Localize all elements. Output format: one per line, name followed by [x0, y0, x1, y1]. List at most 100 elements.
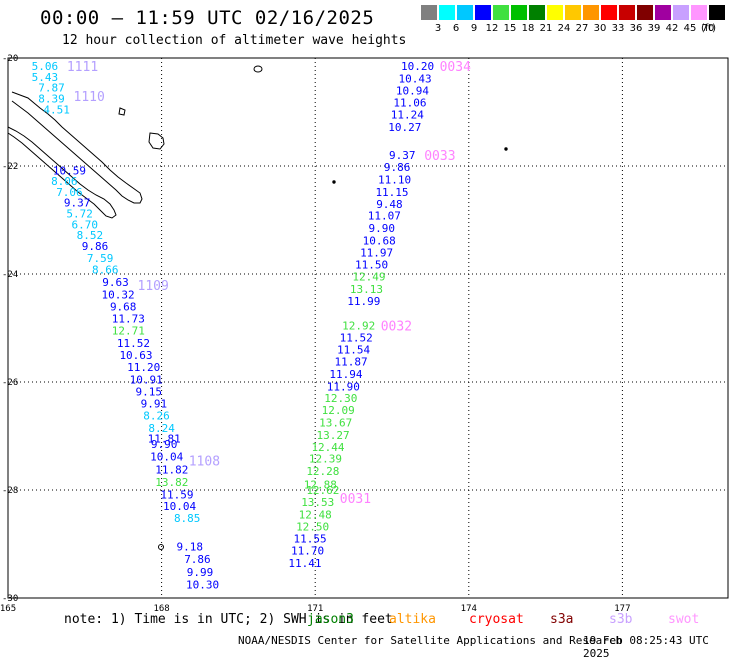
- wave-height-value: 12.92: [342, 319, 375, 332]
- legend-swatch: [475, 5, 491, 20]
- wave-height-value: 11.52: [340, 332, 373, 345]
- pass-number-label: 0032: [381, 319, 412, 334]
- satellite-s3a: s3a: [550, 612, 574, 627]
- wave-height-value: 12.71: [112, 325, 145, 338]
- legend-swatch: [655, 5, 671, 20]
- legend-swatch: [601, 5, 617, 20]
- wave-height-value: 13.27: [317, 429, 350, 442]
- longitude-label: 168: [153, 604, 169, 614]
- track-pass-labels: 1111 1110 1109 1108 0034 0033 0032 0031: [67, 60, 471, 507]
- wave-height-value: 11.20: [127, 361, 160, 374]
- wave-height-value: 11.54: [337, 344, 370, 357]
- wave-height-value: 10.04: [163, 500, 196, 513]
- legend-level: 9: [470, 23, 478, 34]
- wave-height-value: 8.26: [143, 409, 170, 422]
- wave-height-value: 11.81: [148, 433, 181, 446]
- wave-height-value: 9.18: [177, 541, 204, 554]
- pass-number-label: 1110: [74, 90, 105, 105]
- wave-height-value: 7.86: [184, 553, 211, 566]
- wave-height-value: 11.52: [117, 337, 150, 350]
- legend-level: 70: [701, 23, 715, 34]
- latitude-label: -20: [2, 54, 18, 64]
- wave-height-value: 4.51: [43, 103, 70, 116]
- satellite-swot: swot: [668, 612, 700, 627]
- wave-height-value: 12.39: [309, 453, 342, 466]
- wave-height-value: 9.63: [102, 276, 129, 289]
- wave-height-value: 10.68: [363, 235, 396, 248]
- legend-swatch: [619, 5, 635, 20]
- wave-height-value: 10.43: [398, 73, 431, 86]
- wave-height-value: 12.09: [322, 404, 355, 417]
- credit-line: NOAA/NESDIS Center for Satellite Applica…: [238, 634, 623, 647]
- latitude-label: -22: [2, 162, 18, 172]
- wave-height-value: 9.91: [141, 398, 168, 411]
- wave-height-value: 12.30: [324, 392, 357, 405]
- wave-height-value: 13.13: [350, 283, 383, 296]
- latitude-label: -28: [2, 486, 18, 496]
- legend-swatch: [421, 5, 437, 20]
- wave-height-value: 10.04: [150, 451, 183, 464]
- hunter-island: [253, 65, 263, 73]
- map-subtitle: 12 hour collection of altimeter wave hei…: [62, 33, 407, 48]
- wave-height-value: 12.62: [306, 484, 339, 497]
- new-caledonia-coast: [11, 91, 143, 204]
- wave-height-value: 11.97: [360, 246, 393, 259]
- legend-level: 33: [611, 23, 625, 34]
- legend-swatch: [583, 5, 599, 20]
- satellite-cryosat: cryosat: [469, 612, 524, 627]
- wave-height-value: 12.44: [311, 441, 344, 454]
- latitude-label: -24: [2, 270, 18, 280]
- wave-height-value: 9.15: [136, 386, 163, 399]
- wave-height-value: 11.73: [112, 312, 145, 325]
- wave-height-value: 11.41: [288, 557, 321, 570]
- legend-level: 24: [557, 23, 571, 34]
- wave-height-value: 11.10: [378, 174, 411, 187]
- norfolk-island: [158, 544, 164, 550]
- pass-number-label: 1111: [67, 60, 98, 75]
- wave-height-value: 13.82: [155, 476, 188, 489]
- altimeter-track-right: 10.2010.4310.9411.0611.2410.279.379.8611…: [288, 60, 434, 570]
- fearn-island: [504, 147, 508, 151]
- wave-height-value: 12.48: [299, 508, 332, 521]
- wave-height-value: 12.49: [352, 271, 385, 284]
- wave-height-value: 12.28: [306, 465, 339, 478]
- wave-height-value: 8.24: [148, 422, 175, 435]
- wave-height-value: 9.86: [384, 161, 411, 174]
- legend-level: 12: [485, 23, 499, 34]
- wave-height-value: 7.06: [56, 186, 83, 199]
- wave-height-value: 8.39: [38, 93, 65, 106]
- legend-swatch: [439, 5, 455, 20]
- wave-height-value: 11.50: [355, 258, 388, 271]
- loyalty-island-small-coast: [118, 107, 126, 116]
- legend-level: 36: [629, 23, 643, 34]
- wave-height-value: 9.48: [376, 198, 403, 211]
- wave-height-value: 5.43: [32, 71, 59, 84]
- coastline: [7, 65, 508, 550]
- legend-swatch: [673, 5, 689, 20]
- pass-number-label: 0031: [340, 492, 371, 507]
- wave-height-value: 5.72: [66, 208, 93, 221]
- altimeter-track-left: 5.065.437.878.394.51 10.598.067.069.375.7…: [32, 60, 220, 591]
- legend-swatch: [565, 5, 581, 20]
- wave-height-value: 11.06: [393, 96, 426, 109]
- wave-height-value: 10.27: [388, 121, 421, 134]
- legend-swatch: [637, 5, 653, 20]
- wave-height-value: 8.66: [92, 264, 119, 277]
- wave-height-value: 7.59: [87, 252, 114, 265]
- legend-swatch: [547, 5, 563, 20]
- wave-height-value: 12.88: [304, 479, 337, 492]
- wave-height-value: 11.87: [334, 355, 367, 368]
- wave-height-value: 8.85: [174, 512, 201, 525]
- legend-swatch: [529, 5, 545, 20]
- pass-number-label: 0033: [424, 149, 455, 164]
- map-title: 00:00 — 11:59 UTC 02/16/2025: [40, 7, 375, 29]
- longitude-label: 174: [461, 604, 477, 614]
- legend-level: 18: [521, 23, 535, 34]
- wave-height-value: 10.91: [130, 373, 163, 386]
- pass-number-label: 1108: [189, 454, 220, 469]
- wave-height-value: 11.94: [329, 368, 362, 381]
- longitude-label: 177: [614, 604, 630, 614]
- generation-timestamp: 19 Feb 08:25:43 UTC 2025: [583, 634, 709, 660]
- legend-swatch: [511, 5, 527, 20]
